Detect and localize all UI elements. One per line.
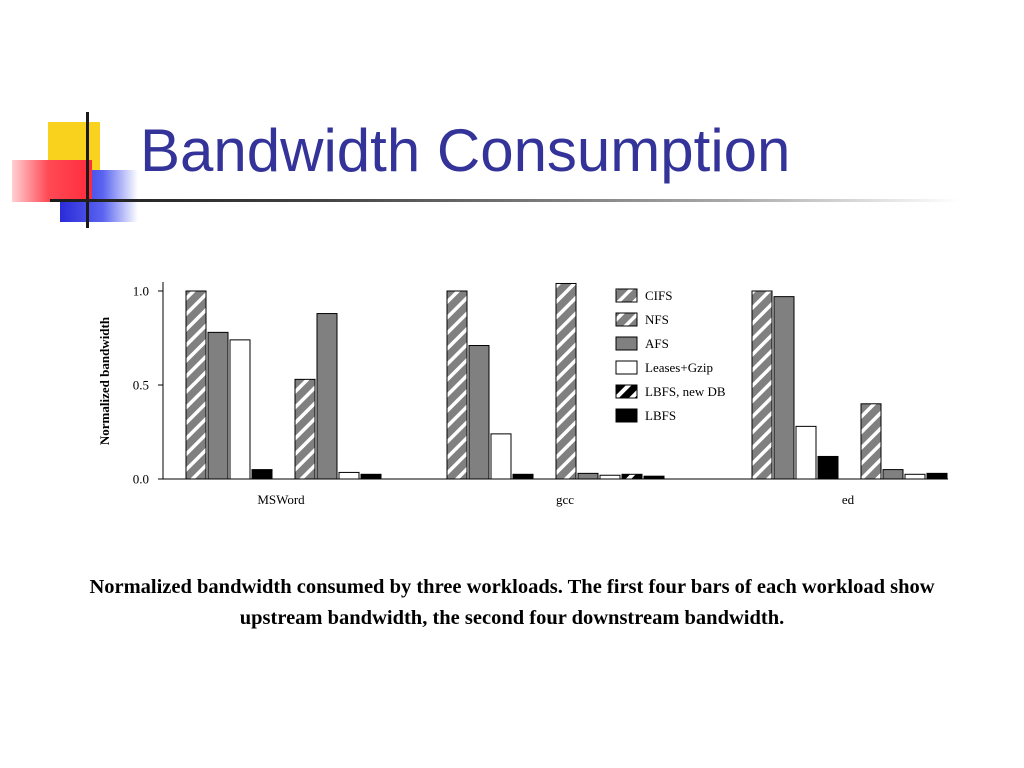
bar-msword-down-leases-gzip: [338, 471, 360, 480]
y-tick-label: 0.0: [133, 472, 149, 487]
bar-gcc-down-lbfs-new-db: [621, 473, 643, 480]
decor-red-bar: [12, 160, 92, 202]
title-underline: [50, 199, 960, 202]
legend-label: AFS: [645, 336, 669, 351]
bar-gcc-up-leases-gzip: [490, 433, 512, 480]
bar-msword-down-lbfs: [360, 473, 382, 480]
y-tick-label: 1.0: [133, 284, 149, 299]
chart-x-labels: MSWord gcc ed: [257, 492, 854, 507]
bar-ed-up-lbfs: [817, 455, 839, 480]
legend-label: Leases+Gzip: [645, 360, 713, 375]
bar-gcc-down-lbfs: [643, 475, 665, 480]
bar-msword-down-cifs: [294, 378, 316, 480]
bar-ed-down-leases-gzip: [904, 473, 926, 480]
legend-swatch: [615, 384, 638, 399]
chart-bars: [185, 282, 948, 480]
bar-gcc-up-lbfs: [512, 473, 534, 480]
bar-ed-down-afs: [882, 469, 904, 480]
bar-gcc-down-cifs: [555, 282, 577, 480]
y-tick-label: 0.5: [133, 378, 149, 393]
x-tick-label: gcc: [556, 492, 574, 507]
x-tick-label: ed: [842, 492, 855, 507]
bar-ed-up-leases-gzip: [795, 425, 817, 480]
bar-msword-up-lbfs: [251, 469, 273, 480]
chart-legend: CIFS NFS AFS Leases+Gzip LBFS, new DB LBFS: [615, 288, 726, 423]
legend-label: CIFS: [645, 288, 672, 303]
legend-label: NFS: [645, 312, 669, 327]
bar-msword-up-cifs: [185, 290, 207, 480]
bar-msword-down-afs: [316, 313, 338, 480]
bandwidth-bar-chart: Normalized bandwidth 0.0 0.5 1.0 MSWord gcc…: [97, 282, 948, 507]
y-axis-title: Normalized bandwidth: [97, 316, 112, 445]
chart-axes: 0.0 0.5 1.0: [133, 282, 948, 487]
bar-msword-up-leases-gzip: [229, 339, 251, 480]
bar-gcc-down-leases-gzip: [599, 474, 621, 480]
bar-ed-down-lbfs: [926, 472, 948, 480]
bar-ed-up-cifs: [751, 290, 773, 480]
legend-swatch: [615, 312, 638, 327]
legend-swatch: [615, 408, 638, 423]
legend-label: LBFS: [645, 408, 676, 423]
legend-swatch: [615, 360, 638, 375]
bar-ed-down-cifs: [860, 403, 882, 480]
bar-ed-up-afs: [773, 296, 795, 480]
bar-msword-up-afs: [207, 331, 229, 480]
legend-label: LBFS, new DB: [645, 384, 726, 399]
bar-gcc-down-afs: [577, 472, 599, 480]
bar-gcc-up-cifs: [446, 290, 468, 480]
figure-caption: Normalized bandwidth consumed by three w…: [89, 576, 935, 629]
slide-title: Bandwidth Consumption: [140, 117, 791, 184]
decor-vertical-line: [86, 112, 89, 228]
x-tick-label: MSWord: [257, 492, 305, 507]
bar-gcc-up-afs: [468, 345, 490, 480]
legend-swatch: [615, 336, 638, 351]
legend-swatch: [615, 288, 638, 303]
